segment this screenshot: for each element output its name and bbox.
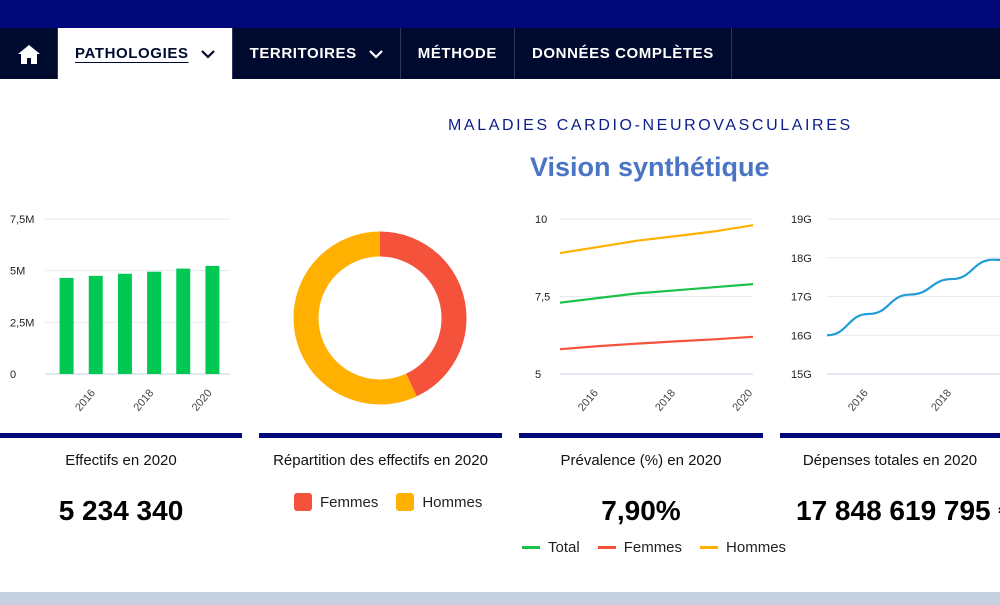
y-tick-label: 16G: [791, 330, 812, 342]
legend-label: Total: [548, 539, 580, 556]
bar: [176, 268, 191, 374]
panel-divider: [0, 433, 242, 438]
x-tick-label: 2018: [131, 387, 156, 413]
home-button[interactable]: [0, 28, 58, 79]
y-tick-label: 7,5M: [10, 214, 34, 226]
donut-slice-hommes: [293, 231, 467, 405]
y-tick-label: 5: [535, 369, 541, 381]
legend-swatch: [294, 493, 312, 511]
legend-label: Femmes: [623, 539, 683, 556]
bar: [117, 273, 132, 374]
y-tick-label: 19G: [791, 214, 812, 226]
nav-item-methode[interactable]: MÉTHODE: [401, 28, 515, 79]
nav-item-label: MÉTHODE: [417, 45, 497, 62]
prevalence-caption: Prévalence (%) en 2020: [560, 452, 722, 469]
series-line-depenses: [826, 258, 1000, 337]
legend-label: Hommes: [726, 539, 787, 556]
depenses-caption: Dépenses totales en 2020: [802, 452, 978, 469]
x-tick-label: 2020: [190, 387, 215, 413]
x-tick-label: 2020: [730, 387, 755, 413]
y-tick-label: 2,5M: [10, 317, 34, 329]
legend-label: Hommes: [422, 493, 483, 511]
x-tick-label: 2016: [73, 387, 98, 413]
bottom-band: [0, 592, 1000, 605]
prevalence-legend: Total Femmes Hommes: [522, 539, 804, 556]
nav-item-territoires[interactable]: TERRITOIRES: [233, 28, 401, 79]
legend-item-femmes[interactable]: Femmes: [597, 539, 683, 556]
bar: [205, 265, 220, 374]
bar: [147, 271, 162, 374]
repartition-donut-chart: [293, 231, 467, 405]
legend-swatch: [396, 493, 415, 511]
y-tick-label: 7,5: [535, 292, 550, 304]
panel-divider: [519, 433, 763, 438]
top-band: [0, 0, 1000, 28]
x-tick-label: 2018: [653, 387, 678, 413]
repartition-legend: Femmes Hommes: [294, 493, 500, 511]
nav-item-donnees-completes[interactable]: DONNÉES COMPLÈTES: [515, 28, 732, 79]
series-line-hommes: [559, 224, 754, 255]
y-tick-label: 10: [535, 214, 547, 226]
legend-item-total[interactable]: Total: [522, 539, 580, 556]
y-tick-label: 5M: [10, 266, 25, 278]
legend-line: [522, 546, 540, 549]
bar: [59, 277, 74, 374]
x-tick-label: 2018: [929, 387, 954, 413]
prevalence-value: 7,90%: [601, 495, 681, 526]
y-tick-label: 15G: [791, 369, 812, 381]
home-icon: [17, 44, 40, 64]
nav-item-label: DONNÉES COMPLÈTES: [531, 45, 714, 62]
legend-line: [597, 546, 616, 549]
effectifs-value: 5 234 340: [58, 495, 184, 526]
section-subtitle: MALADIES CARDIO-NEUROVASCULAIRES: [448, 117, 853, 134]
page-title: Vision synthétique: [530, 152, 770, 182]
series-line-femmes: [559, 335, 754, 351]
legend-item-femmes[interactable]: Femmes: [294, 493, 378, 511]
main-nav: PATHOLOGIES TERRITOIRES MÉTHODE DONNÉES …: [0, 28, 1000, 79]
chevron-down-icon: [200, 49, 215, 59]
nav-item-label: TERRITOIRES: [249, 45, 357, 62]
legend-line: [700, 546, 719, 549]
y-tick-label: 17G: [791, 292, 812, 304]
x-tick-label: 2016: [576, 387, 601, 413]
repartition-caption: Répartition des effectifs en 2020: [273, 452, 488, 469]
legend-item-hommes[interactable]: Hommes: [396, 493, 482, 511]
panel-divider: [780, 433, 1000, 438]
prevalence-line-chart: 5 7,5 10 2016 2018 2020: [535, 214, 755, 414]
x-tick-label: 2016: [846, 387, 871, 413]
effectifs-caption: Effectifs en 2020: [65, 452, 177, 469]
nav-item-pathologies[interactable]: PATHOLOGIES: [58, 28, 233, 79]
nav-item-label: PATHOLOGIES: [75, 45, 189, 62]
legend-label: Femmes: [320, 493, 379, 511]
y-tick-label: 18G: [791, 253, 812, 265]
bar: [88, 275, 103, 374]
depenses-line-chart: 15G 16G 17G 18G 19G 2016 2018: [791, 214, 1000, 414]
chevron-down-icon: [368, 49, 383, 59]
y-tick-label: 0: [10, 369, 16, 381]
depenses-value: 17 848 619 795 €: [796, 495, 1000, 526]
panel-divider: [259, 433, 502, 438]
legend-item-hommes[interactable]: Hommes: [700, 539, 786, 556]
effectifs-bar-chart: 0 2,5M 5M 7,5M 2016 2018 2020: [10, 214, 230, 414]
series-line-total: [559, 283, 754, 304]
